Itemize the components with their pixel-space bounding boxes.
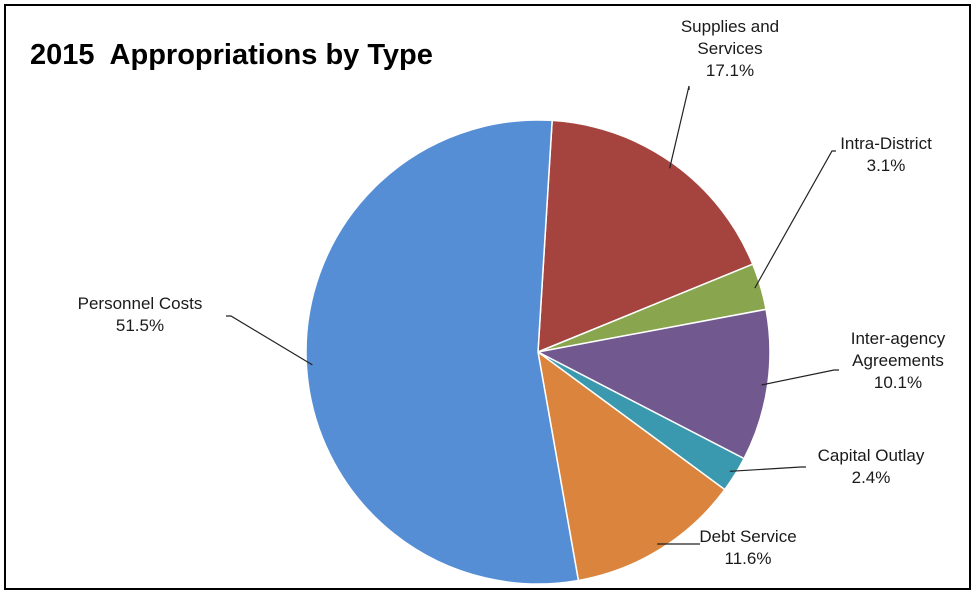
slice-percent-label: 3.1% bbox=[867, 156, 906, 175]
leader-line bbox=[669, 85, 690, 169]
slice-percent-label: 51.5% bbox=[116, 316, 164, 335]
slice-name-label: Supplies and bbox=[681, 17, 779, 36]
slice-name-label: Intra-District bbox=[840, 134, 932, 153]
leader-line bbox=[226, 315, 313, 366]
slice-label: Debt Service 11.6% bbox=[699, 527, 796, 568]
slice-name-label: Capital Outlay bbox=[818, 446, 925, 465]
leader-lines bbox=[226, 85, 839, 545]
slice-label: Capital Outlay 2.4% bbox=[818, 446, 925, 487]
slice-name-label: Agreements bbox=[852, 351, 944, 370]
leader-line bbox=[754, 150, 836, 289]
slice-label: Inter-agency Agreements 10.1% bbox=[851, 329, 946, 392]
slice-percent-label: 10.1% bbox=[874, 373, 922, 392]
slice-name-label: Debt Service bbox=[699, 527, 796, 546]
chart-title: 2015 Appropriations by Type bbox=[30, 39, 433, 71]
leader-line bbox=[729, 466, 806, 472]
chart-frame: 2015 Appropriations by Type Supplies and… bbox=[4, 4, 971, 590]
pie-slice bbox=[305, 119, 580, 585]
pie-slices bbox=[305, 119, 771, 585]
slice-name-label: Inter-agency bbox=[851, 329, 946, 348]
slice-percent-label: 11.6% bbox=[725, 549, 772, 568]
slice-label: Supplies and Services 17.1% bbox=[681, 17, 779, 80]
slice-percent-label: 17.1% bbox=[706, 61, 754, 80]
leader-line bbox=[761, 369, 839, 386]
slice-percent-label: 2.4% bbox=[852, 468, 891, 487]
slice-label: Personnel Costs 51.5% bbox=[78, 294, 203, 335]
pie-chart: 2015 Appropriations by Type Supplies and… bbox=[30, 17, 946, 585]
slice-labels: Supplies and Services 17.1% Intra-District 3… bbox=[78, 17, 946, 568]
pie-slice bbox=[535, 308, 771, 460]
pie-slice bbox=[537, 119, 754, 354]
slice-name-label: Personnel Costs bbox=[78, 294, 203, 313]
slice-label: Intra-District 3.1% bbox=[840, 134, 932, 175]
slice-name-label: Services bbox=[697, 39, 762, 58]
pie-slice bbox=[536, 350, 726, 582]
